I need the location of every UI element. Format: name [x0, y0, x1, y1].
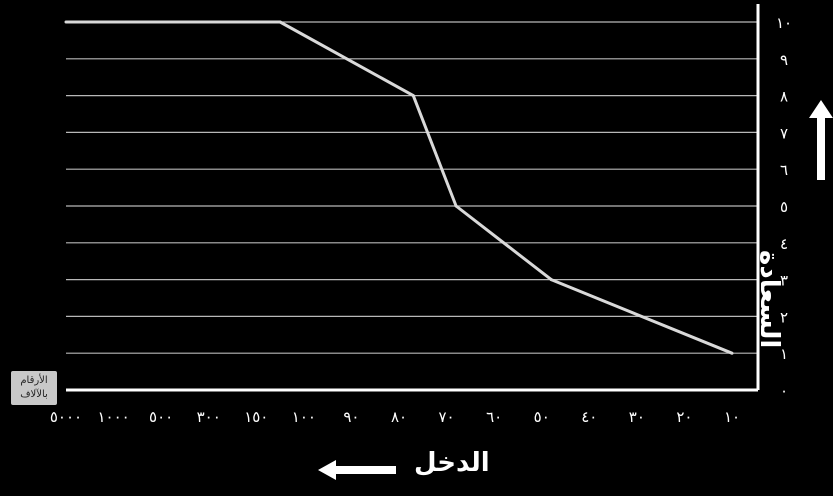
y-tick-label: ٨	[780, 88, 788, 106]
series-line	[66, 20, 733, 355]
x-tick-label: ٣٠٠	[197, 408, 221, 426]
x-tick-label: ٤٠	[581, 408, 597, 426]
x-axis-title-group: الدخل	[318, 448, 518, 492]
data-point	[730, 351, 734, 355]
axes	[66, 4, 760, 392]
y-tick-label: ٧	[780, 124, 788, 142]
x-tick-label: ٥٠٠٠	[50, 408, 82, 426]
y-tick-label: ٥	[780, 198, 788, 216]
data-point	[454, 204, 458, 208]
x-tick-label: ٩٠	[343, 408, 359, 426]
grid	[66, 21, 758, 354]
series-group	[64, 20, 734, 355]
y-tick-label: ١	[780, 345, 788, 363]
x-tick-label: ٣٠	[629, 408, 645, 426]
arrow-left-icon	[318, 460, 396, 480]
x-ticks: ١٠ ٢٠ ٣٠ ٤٠ ٥٠ ٦٠ ٧٠ ٨٠ ٩٠ ١٠٠ ١٥٠ ٣٠٠ ٥٠٠ ١٠٠٠ ٥٠٠٠	[50, 408, 740, 426]
x-tick-label: ١٠٠	[292, 408, 316, 426]
x-tick-label: ٢٠	[676, 408, 692, 426]
data-point	[549, 278, 553, 282]
y-tick-label: ٢	[780, 308, 788, 326]
x-tick-label: ١٠٠٠	[97, 408, 129, 426]
data-point	[64, 20, 68, 24]
y-tick-label: ٩	[780, 51, 788, 69]
y-axis-title: السعادة	[754, 250, 784, 349]
y-tick-label: ١٠	[776, 14, 792, 32]
x-tick-label: ٦٠	[486, 408, 502, 426]
y-tick-label: ٦	[780, 161, 788, 179]
y-ticks: ٠ ١ ٢ ٣ ٤ ٥ ٦ ٧ ٨ ٩ ١٠	[776, 14, 792, 400]
y-tick-label: ٣	[780, 272, 788, 290]
x-tick-label: ٥٠٠	[149, 408, 173, 426]
y-tick-label: ٠	[780, 382, 788, 400]
x-tick-label: ٨٠	[391, 408, 407, 426]
y-tick-label: ٤	[780, 235, 788, 253]
x-tick-label: ٧٠	[439, 408, 455, 426]
x-tick-label: ٥٠	[534, 408, 550, 426]
unit-note-line-2: بالآلاف	[20, 389, 48, 400]
data-point	[278, 20, 282, 24]
unit-note: الأرقام بالآلاف	[11, 371, 57, 405]
arrow-up-icon	[809, 100, 833, 180]
unit-note-line-1: الأرقام	[20, 375, 48, 386]
x-tick-label: ١٥٠	[244, 408, 268, 426]
x-axis-title: الدخل	[414, 448, 490, 478]
data-point	[411, 94, 415, 98]
x-tick-label: ١٠	[724, 408, 740, 426]
